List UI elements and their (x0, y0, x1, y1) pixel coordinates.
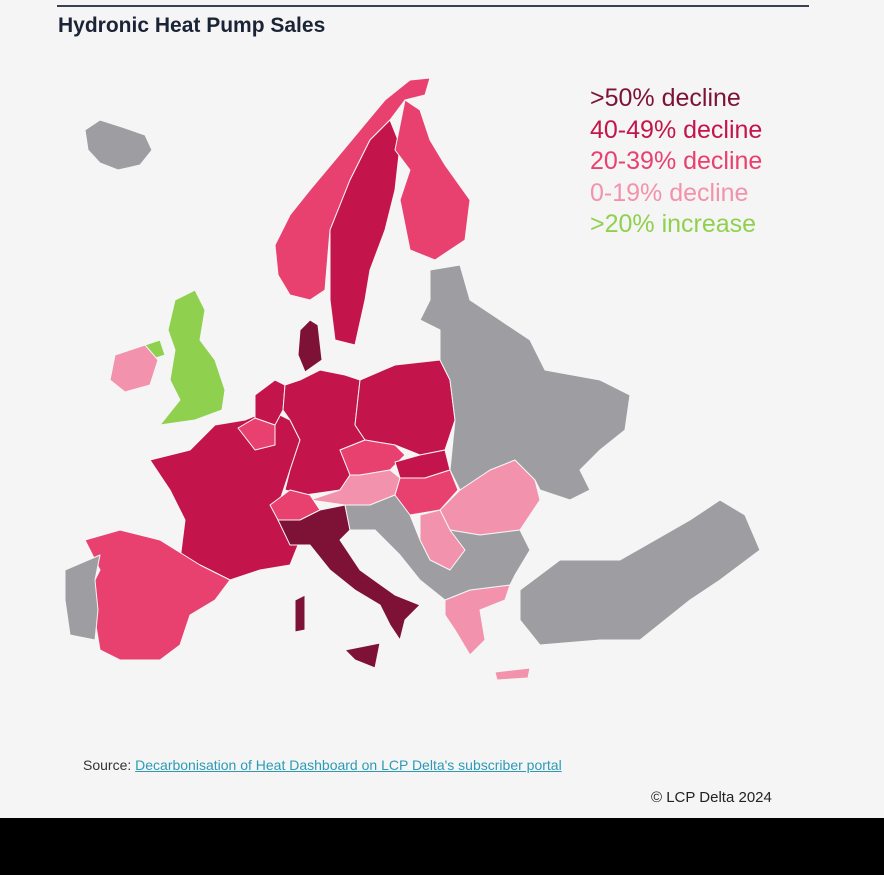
region-belgium (237, 417, 276, 451)
europe-map (64, 77, 761, 681)
region-united-kingdom (159, 289, 226, 426)
region-sardinia (294, 594, 306, 633)
region-italy (277, 504, 421, 641)
region-iceland (84, 119, 153, 171)
legend-item-20-39: 20-39% decline (590, 147, 763, 175)
region-denmark (297, 319, 323, 373)
region-ireland (109, 344, 159, 393)
figure-panel: Hydronic Heat Pump Sales >50% decline 40… (0, 0, 884, 818)
region-crete (494, 667, 531, 681)
region-sweden (329, 119, 401, 346)
region-finland (394, 99, 471, 261)
region-sicily (344, 642, 381, 669)
top-rule (57, 5, 809, 7)
region-eastern-europe (419, 264, 631, 501)
legend-item-increase: >20% increase (590, 210, 757, 238)
region-turkey (519, 499, 761, 646)
legend-item-gt50: >50% decline (590, 84, 741, 112)
legend: >50% decline 40-49% decline 20-39% decli… (590, 83, 762, 241)
region-portugal (64, 554, 101, 641)
region-balkans (344, 494, 531, 601)
source-note: Source: Decarbonisation of Heat Dashboar… (83, 757, 562, 773)
legend-item-40-49: 40-49% decline (590, 115, 763, 144)
legend-item-0-19: 0-19% decline (590, 178, 749, 207)
map-title: Hydronic Heat Pump Sales (58, 14, 326, 37)
dashboard-link[interactable]: Decarbonisation of Heat Dashboard (135, 757, 358, 773)
source-prefix: Source: (83, 757, 136, 773)
portal-link[interactable]: on LCP Delta's subscriber portal (357, 757, 562, 773)
copyright: © LCP Delta 2024 (651, 789, 772, 806)
